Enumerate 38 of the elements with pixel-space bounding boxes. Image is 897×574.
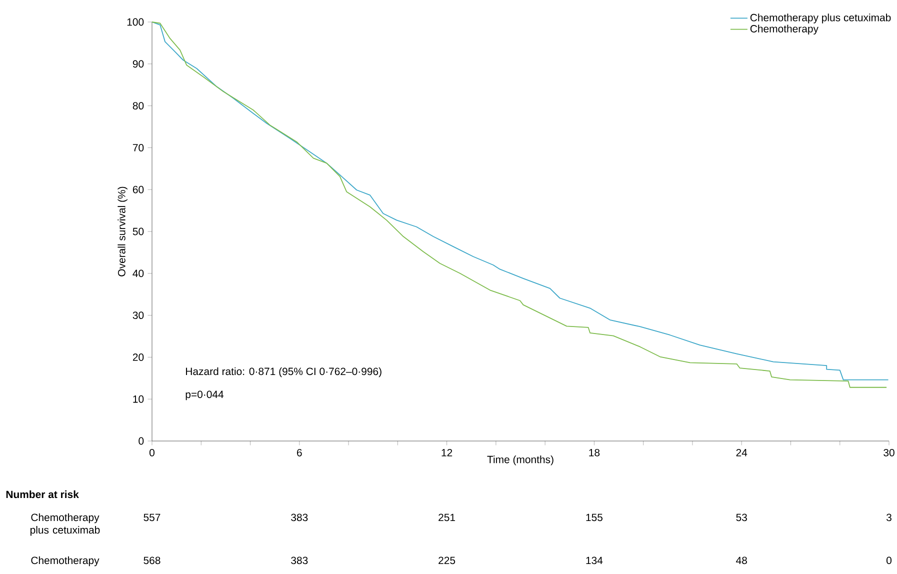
legend-label: Chemotherapy plus cetuximab [750, 14, 891, 24]
y-tick-label: 20 [132, 354, 144, 361]
text: 48 [736, 556, 747, 564]
text: 251 [438, 514, 456, 522]
text: 568 [144, 556, 160, 564]
text: Chemotherapy plus cetuximab [30, 513, 100, 536]
y-tick-label: 80 [132, 102, 144, 110]
y-tick-label: 40 [132, 270, 144, 278]
y-tick-label: 30 [132, 312, 144, 320]
y-tick-label: 70 [132, 144, 144, 152]
y-tick-label: 60 [132, 186, 144, 194]
x-tick-label: 24 [736, 448, 748, 456]
y-tick-label: 10 [133, 395, 144, 403]
text: 383 [291, 514, 308, 522]
annotation: p=0·044 [186, 390, 224, 400]
text: Chemotherapy [31, 556, 100, 566]
y-tick-label: 100 [127, 18, 144, 26]
text: Number at risk [6, 490, 79, 498]
annotation: Hazard ratio: 0·871 (95% CI 0·762–0·996) [186, 367, 382, 378]
y-tick-label: 90 [132, 60, 144, 68]
text: 53 [736, 514, 747, 522]
y-axis-title: Overall survival (%) [118, 186, 128, 276]
x-axis-title: Time (months) [487, 456, 554, 466]
x-tick-label: 6 [297, 448, 302, 456]
x-tick-label: 0 [149, 448, 154, 456]
text: 225 [438, 556, 456, 564]
text: 0 [886, 556, 892, 564]
text: 155 [586, 514, 602, 522]
x-tick-label: 30 [884, 448, 894, 456]
text: 383 [291, 556, 308, 564]
legend-label: Chemotherapy [750, 24, 818, 35]
text: 557 [144, 514, 160, 522]
y-tick-label: 50 [132, 228, 144, 236]
text: 3 [886, 514, 892, 522]
y-tick-label: 0 [138, 437, 144, 445]
x-tick-label: 12 [442, 448, 452, 456]
text: 134 [586, 556, 603, 564]
x-tick-label: 18 [589, 448, 600, 456]
